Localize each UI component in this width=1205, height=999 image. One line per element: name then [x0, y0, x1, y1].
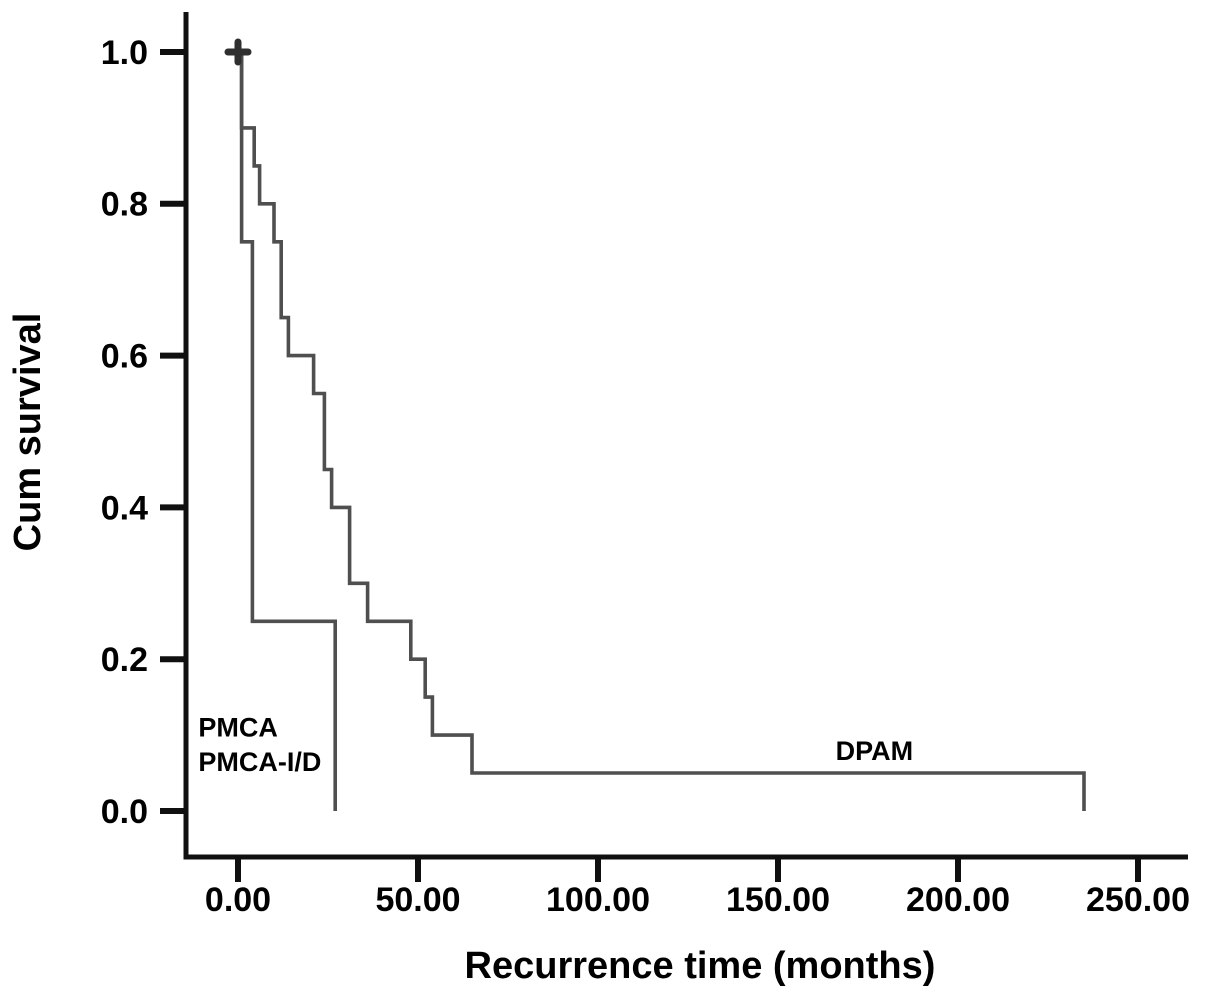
series-layer: [238, 50, 1086, 811]
x-tick-label: 250.00: [1086, 881, 1190, 919]
ticks-layer: 0.0 0.2 0.4 0.6 0.8 1.0 0.00 50.00 100.00 150.00 2…: [101, 34, 1190, 919]
y-tick-label: 0.2: [101, 641, 148, 679]
x-tick-label: 0.00: [205, 881, 271, 919]
y-axis-title: Cum survival: [7, 313, 49, 552]
y-tick-label: 0.0: [101, 793, 148, 831]
axes-layer: [183, 12, 1188, 860]
x-axis-title: Recurrence time (months): [465, 945, 936, 987]
curve-label-pmca-i-d: PMCA-I/D: [198, 747, 321, 777]
x-tick-label: 100.00: [546, 881, 650, 919]
annotations-layer: PMCA PMCA-I/D DPAM: [198, 713, 913, 777]
y-tick-label: 1.0: [101, 34, 148, 72]
y-tick-label: 0.4: [101, 489, 148, 527]
curve-dpam: [238, 50, 1086, 811]
y-tick-label: 0.6: [101, 338, 148, 376]
x-tick-label: 50.00: [375, 881, 460, 919]
censor-layer: [224, 38, 252, 66]
curve-label-pmca: PMCA: [198, 713, 278, 743]
curve-label-dpam: DPAM: [836, 736, 914, 766]
censor-plus-icon: [224, 38, 252, 66]
x-tick-label: 200.00: [906, 881, 1010, 919]
y-tick-label: 0.8: [101, 186, 148, 224]
x-tick-label: 150.00: [726, 881, 830, 919]
